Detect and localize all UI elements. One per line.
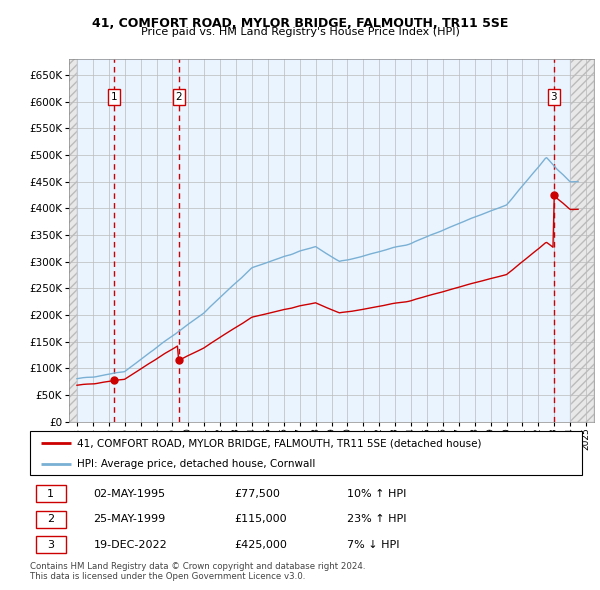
Text: 2: 2 [175,92,182,102]
Text: Price paid vs. HM Land Registry's House Price Index (HPI): Price paid vs. HM Land Registry's House … [140,27,460,37]
Text: 41, COMFORT ROAD, MYLOR BRIDGE, FALMOUTH, TR11 5SE: 41, COMFORT ROAD, MYLOR BRIDGE, FALMOUTH… [92,17,508,30]
Bar [69,59,77,422]
Bar [35,485,66,502]
Text: 3: 3 [47,540,54,550]
Text: 02-MAY-1995: 02-MAY-1995 [94,489,166,499]
Text: 3: 3 [550,92,557,102]
Text: £115,000: £115,000 [234,514,287,524]
Text: 7% ↓ HPI: 7% ↓ HPI [347,540,400,550]
Text: HPI: Average price, detached house, Cornwall: HPI: Average price, detached house, Corn… [77,459,315,469]
Text: 1: 1 [47,489,54,499]
Text: 19-DEC-2022: 19-DEC-2022 [94,540,167,550]
Text: 2: 2 [47,514,54,524]
Bar [35,510,66,528]
Text: 23% ↑ HPI: 23% ↑ HPI [347,514,407,524]
Text: £77,500: £77,500 [234,489,280,499]
Bar [570,59,594,422]
Text: Contains HM Land Registry data © Crown copyright and database right 2024.
This d: Contains HM Land Registry data © Crown c… [30,562,365,581]
Bar [77,59,570,422]
Text: 10% ↑ HPI: 10% ↑ HPI [347,489,407,499]
Text: £425,000: £425,000 [234,540,287,550]
Bar [35,536,66,553]
Text: 25-MAY-1999: 25-MAY-1999 [94,514,166,524]
Text: 1: 1 [111,92,118,102]
Text: 41, COMFORT ROAD, MYLOR BRIDGE, FALMOUTH, TR11 5SE (detached house): 41, COMFORT ROAD, MYLOR BRIDGE, FALMOUTH… [77,438,481,448]
